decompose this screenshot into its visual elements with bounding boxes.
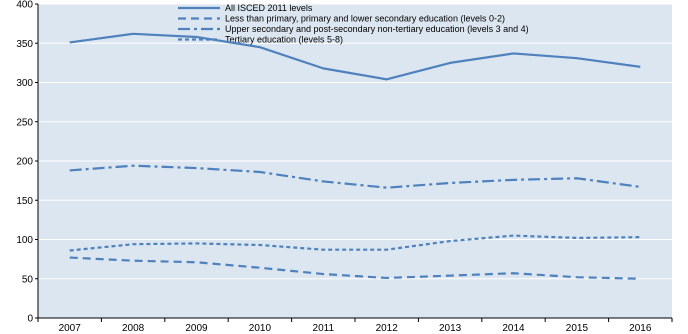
- series-lines: [69, 32, 641, 280]
- legend-label-1: All ISCED 2011 levels: [225, 3, 313, 13]
- x-tick-label: 2009: [185, 323, 208, 334]
- x-tick-label: 2012: [376, 323, 399, 334]
- series-line-2: [69, 256, 641, 280]
- x-tick-label: 2013: [439, 323, 462, 334]
- y-tick-label: 150: [16, 196, 33, 207]
- y-tick-label: 100: [16, 235, 33, 246]
- x-tick-label: 2016: [629, 323, 652, 334]
- y-tick-label: 400: [16, 0, 33, 11]
- x-tick-label: 2007: [59, 323, 82, 334]
- legend-label-3: Upper secondary and post-secondary non-t…: [225, 24, 529, 34]
- series-line-1: [69, 32, 641, 81]
- x-tick-label: 2010: [249, 323, 272, 334]
- x-tick-label: 2008: [122, 323, 145, 334]
- y-tick-label: 250: [16, 117, 33, 128]
- x-tick-label: 2011: [313, 323, 335, 334]
- legend-label-4: Tertiary education (levels 5-8): [225, 35, 343, 45]
- x-tick-label: 2015: [566, 323, 589, 334]
- gridlines: [38, 3, 672, 280]
- series-line-4: [69, 234, 641, 252]
- y-tick-label: 350: [16, 39, 33, 50]
- y-tick-label: 50: [22, 274, 34, 285]
- y-tick-label: 300: [16, 78, 33, 89]
- legend-label-2: Less than primary, primary and lower sec…: [225, 14, 505, 24]
- y-tick-label: 200: [16, 157, 33, 168]
- series-line-3: [69, 164, 641, 189]
- axes: 0 50 100 150 200 250 300 350 400 2007 2008 2009 2010…: [16, 0, 673, 334]
- y-tick-label: 0: [27, 314, 33, 325]
- x-tick-label: 2014: [502, 323, 525, 334]
